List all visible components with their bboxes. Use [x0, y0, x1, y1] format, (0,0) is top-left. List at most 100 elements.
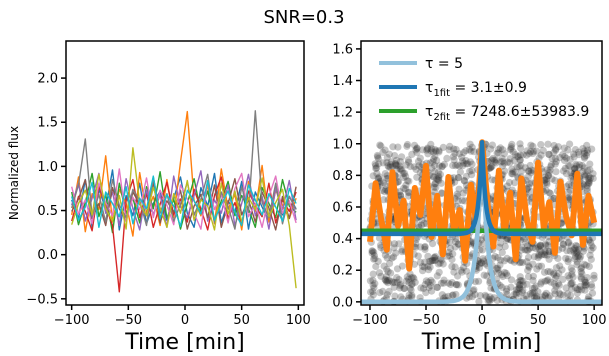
- scatter-point: [562, 170, 571, 178]
- scatter-point: [528, 289, 537, 297]
- scatter-point: [458, 197, 466, 205]
- scatter-point: [388, 277, 396, 285]
- scatter-point: [587, 281, 596, 289]
- scatter-point: [400, 184, 408, 192]
- scatter-point: [448, 255, 456, 264]
- scatter-point: [550, 194, 558, 203]
- scatter-point: [449, 153, 457, 161]
- scatter-point: [543, 277, 551, 285]
- scatter-point: [545, 150, 553, 158]
- scatter-point: [562, 284, 570, 292]
- scatter-point: [583, 187, 591, 195]
- scatter-point: [575, 245, 583, 253]
- scatter-point: [550, 141, 558, 150]
- scatter-point: [541, 173, 549, 181]
- scatter-point: [383, 254, 391, 262]
- scatter-point: [566, 140, 574, 148]
- scatter-point: [453, 190, 461, 198]
- scatter-point: [458, 153, 466, 161]
- scatter-point: [408, 291, 416, 299]
- scatter-point: [462, 147, 470, 155]
- scatter-point: [567, 279, 575, 287]
- scatter-point: [572, 241, 580, 250]
- scatter-point: [576, 161, 584, 169]
- scatter-point: [468, 160, 476, 168]
- scatter-point: [493, 296, 501, 305]
- scatter-point: [420, 263, 428, 271]
- scatter-point: [588, 145, 596, 153]
- scatter-point: [429, 158, 437, 166]
- scatter-point: [487, 164, 495, 172]
- scatter-point: [584, 167, 592, 175]
- scatter-point: [523, 246, 531, 254]
- scatter-point: [554, 254, 562, 262]
- scatter-point: [556, 154, 564, 162]
- scatter-point: [429, 240, 437, 248]
- y-tick-label: 0.4: [332, 232, 353, 247]
- scatter-point: [527, 169, 535, 177]
- scatter-point: [508, 140, 516, 148]
- scatter-point: [468, 167, 476, 175]
- scatter-point: [467, 147, 475, 155]
- scatter-point: [446, 244, 455, 252]
- scatter-point: [529, 272, 538, 280]
- scatter-point: [405, 275, 413, 283]
- scatter-point: [500, 257, 508, 265]
- scatter-point: [516, 258, 525, 266]
- scatter-point: [507, 276, 516, 284]
- scatter-point: [545, 169, 553, 177]
- scatter-point: [571, 146, 580, 154]
- x-tick-label: 50: [233, 313, 250, 328]
- scatter-point: [389, 143, 397, 151]
- scatter-point: [559, 240, 567, 248]
- scatter-point: [382, 276, 390, 284]
- scatter-point: [502, 287, 510, 295]
- scatter-point: [502, 236, 510, 244]
- scatter-point: [381, 275, 389, 284]
- scatter-point: [430, 183, 438, 191]
- scatter-point: [523, 242, 532, 250]
- scatter-point: [431, 180, 439, 188]
- scatter-point: [589, 170, 597, 178]
- scatter-point: [369, 281, 377, 289]
- scatter-point: [460, 149, 468, 157]
- scatter-point: [422, 289, 430, 297]
- scatter-point: [575, 251, 583, 259]
- scatter-point: [415, 162, 423, 170]
- scatter-point: [430, 253, 438, 262]
- scatter-point: [561, 164, 569, 172]
- scatter-point: [439, 143, 447, 151]
- legend-label: τ1fit = 3.1±0.9: [425, 80, 527, 99]
- scatter-point: [383, 154, 391, 162]
- scatter-point: [373, 151, 381, 160]
- scatter-point: [433, 272, 441, 280]
- scatter-point: [529, 276, 537, 285]
- scatter-point: [465, 145, 473, 153]
- scatter-point: [507, 143, 515, 151]
- scatter-point: [529, 142, 537, 150]
- scatter-point: [583, 182, 591, 190]
- scatter-point: [447, 280, 455, 288]
- scatter-point: [543, 180, 551, 188]
- scatter-point: [514, 153, 522, 161]
- scatter-point: [515, 284, 523, 292]
- scatter-point: [396, 162, 404, 170]
- fit-curve-tau1: [361, 139, 602, 237]
- scatter-point: [535, 245, 543, 253]
- scatter-point: [587, 174, 595, 182]
- scatter-point: [460, 176, 468, 185]
- scatter-point: [413, 145, 421, 153]
- scatter-point: [537, 248, 545, 256]
- scatter-point: [366, 277, 374, 285]
- scatter-point: [372, 164, 380, 173]
- scatter-point: [559, 151, 567, 159]
- scatter-point: [554, 280, 562, 288]
- x-tick-label: 100: [582, 313, 607, 328]
- scatter-point: [424, 266, 433, 274]
- scatter-point: [555, 289, 563, 297]
- legend-label: τ2fit = 7248.6±53983.9: [425, 104, 589, 123]
- scatter-point: [403, 142, 411, 150]
- scatter-point: [382, 186, 390, 194]
- y-axis-label: Normalized flux: [7, 126, 21, 220]
- scatter-point: [507, 283, 515, 291]
